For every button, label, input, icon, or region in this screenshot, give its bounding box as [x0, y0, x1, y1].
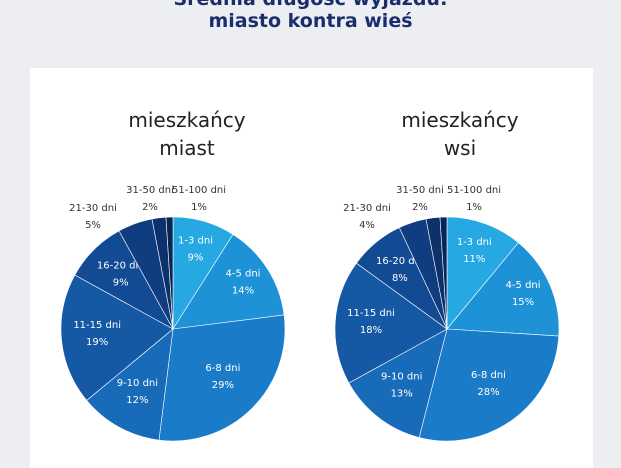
chart-title-village: mieszkańcy wsi: [360, 106, 560, 162]
pie-slice-village-1: [446, 242, 560, 337]
slice-label-village-3: 9-10 dni: [381, 371, 422, 382]
slice-label-village-6: 21-30 dni: [343, 203, 391, 214]
slice-value-village-8: 1%: [466, 202, 482, 213]
slice-label-city-1: 4-5 dni: [225, 269, 260, 280]
pie-slice-village-8: [439, 216, 448, 330]
slice-value-city-8: 1%: [191, 202, 207, 213]
pie-slice-village-2: [418, 328, 560, 442]
pie-slice-city-3: [86, 328, 174, 441]
slice-value-city-7: 2%: [142, 202, 158, 213]
pie-slice-village-4: [334, 262, 448, 384]
slice-label-village-5: 16-20 dni: [376, 256, 424, 267]
slice-value-city-3: 12%: [126, 395, 148, 406]
slice-value-village-7: 2%: [412, 202, 428, 213]
slice-label-city-5: 16-20 dni: [97, 261, 145, 272]
slice-value-village-6: 4%: [359, 220, 375, 231]
slice-value-village-5: 8%: [392, 273, 408, 284]
slice-label-city-2: 6-8 dni: [205, 363, 240, 374]
chart-title-village-line1: mieszkańcy: [401, 108, 519, 132]
slice-label-city-8: 51-100 dni: [172, 185, 226, 196]
chart-title-city: mieszkańcy miast: [87, 106, 287, 162]
slice-label-city-0: 1-3 dni: [178, 236, 213, 247]
slice-value-city-1: 14%: [232, 286, 254, 297]
slice-label-village-0: 1-3 dni: [457, 237, 492, 248]
slice-label-city-3: 9-10 dni: [117, 378, 158, 389]
slice-value-village-2: 28%: [477, 387, 499, 398]
slice-label-city-6: 21-30 dni: [69, 203, 117, 214]
pie-slice-village-3: [348, 328, 448, 438]
page-header: Średnia długość wyjazdu: miasto kontra w…: [0, 0, 621, 40]
slice-value-village-4: 18%: [360, 325, 382, 336]
chart-title-village-line2: wsi: [443, 136, 477, 160]
slice-value-village-3: 13%: [391, 388, 413, 399]
slice-label-village-8: 51-100 dni: [447, 185, 501, 196]
pie-slice-village-0: [446, 216, 519, 330]
header-title-line1: Średnia długość wyjazdu:: [0, 0, 621, 11]
slice-value-city-0: 9%: [188, 253, 204, 264]
slice-label-village-7: 31-50 dni: [396, 185, 444, 196]
slice-value-village-1: 15%: [512, 297, 534, 308]
slice-label-village-4: 11-15 dni: [347, 308, 395, 319]
slice-label-village-2: 6-8 dni: [471, 370, 506, 381]
header-title-line2: miasto kontra wieś: [208, 10, 413, 32]
slice-label-village-1: 4-5 dni: [506, 280, 541, 291]
pie-slice-city-1: [172, 234, 285, 330]
chart-title-city-line1: mieszkańcy: [128, 108, 246, 132]
slice-value-village-0: 11%: [463, 254, 485, 265]
pie-slice-city-4: [60, 274, 174, 401]
slice-label-city-7: 31-50 dni: [126, 185, 174, 196]
slice-value-city-6: 5%: [85, 220, 101, 231]
slice-value-city-2: 29%: [212, 380, 234, 391]
pie-slice-city-2: [158, 314, 286, 442]
slice-label-city-4: 11-15 dni: [73, 320, 121, 331]
pie-slice-city-8: [165, 216, 174, 330]
chart-title-city-line2: miast: [159, 136, 215, 160]
slice-value-city-4: 19%: [86, 337, 108, 348]
slice-value-city-5: 9%: [113, 278, 129, 289]
